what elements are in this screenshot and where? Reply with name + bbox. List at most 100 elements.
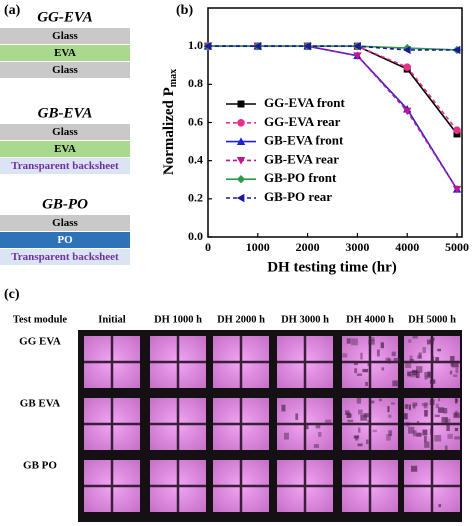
el-dark-spot (362, 368, 369, 373)
el-dark-spot (407, 371, 412, 377)
layer (0, 232, 130, 248)
x-tick-label: 3000 (345, 240, 369, 254)
el-dark-spot (356, 373, 363, 376)
el-dark-spot (385, 357, 390, 361)
data-point (353, 41, 361, 51)
el-dark-spot (423, 405, 428, 409)
legend-marker (236, 175, 246, 184)
layer-label: EVA (54, 47, 76, 59)
layer (0, 124, 130, 140)
el-dark-spot (412, 336, 418, 339)
el-dark-spot (422, 347, 426, 354)
el-dark-spot (455, 410, 458, 417)
legend-label: GB-PO rear (264, 189, 332, 204)
el-dark-spot (349, 413, 353, 418)
el-dark-spot (451, 362, 459, 368)
el-dark-spot (318, 431, 322, 437)
el-dark-spot (435, 403, 440, 409)
el-dark-spot (386, 434, 391, 441)
panel-label: (c) (4, 287, 20, 302)
el-dark-spot (453, 412, 460, 418)
x-tick-label: 4000 (395, 240, 419, 254)
layer (0, 249, 130, 265)
el-dark-spot (392, 380, 399, 387)
el-dark-spot (281, 404, 286, 412)
row-label: GB PO (23, 460, 57, 472)
data-point (253, 41, 262, 51)
y-tick-label: 0.6 (188, 114, 203, 128)
y-axis-title-main: Normalized P (161, 87, 177, 175)
layer (0, 215, 130, 231)
legend-label: GG-EVA rear (264, 114, 341, 129)
el-dark-spot (378, 398, 383, 402)
el-dark-spot (365, 381, 369, 386)
el-dark-spot (455, 367, 459, 374)
el-dark-spot (305, 425, 309, 430)
el-dark-spot (354, 362, 358, 366)
data-point (403, 63, 412, 71)
el-dark-spot (449, 370, 453, 375)
layer-label: PO (57, 234, 73, 246)
el-dark-spot (454, 427, 459, 432)
panel-label: (a) (4, 3, 21, 18)
series-line (208, 45, 458, 190)
el-dark-spot (370, 400, 375, 404)
el-dark-spot (354, 368, 358, 374)
row-label: GB EVA (20, 398, 61, 410)
el-dark-spot (410, 374, 417, 378)
el-dark-spot (429, 379, 436, 384)
el-dark-spot (404, 404, 409, 409)
el-dark-spot (387, 358, 392, 364)
legend-marker (236, 157, 246, 165)
el-dark-spot (388, 430, 393, 436)
layer-label: Glass (52, 30, 78, 42)
legend-label: GB-EVA front (264, 133, 344, 148)
el-dark-spot (408, 404, 411, 411)
module-name: GG-EVA (37, 9, 93, 25)
el-dark-spot (447, 433, 453, 439)
series-line (208, 45, 458, 51)
legend-marker (237, 119, 245, 127)
y-axis-title: Normalized Pmax (161, 69, 179, 175)
column-header: DH 1000 h (154, 314, 202, 325)
el-dark-spot (438, 398, 441, 402)
legend-marker (236, 137, 246, 145)
layer-label: Glass (52, 217, 78, 229)
el-dark-spot (344, 410, 350, 415)
data-point (203, 41, 212, 51)
layer-label: Transparent backsheet (11, 160, 119, 172)
el-dark-spot (410, 370, 417, 374)
layer (0, 62, 130, 78)
el-dark-spot (438, 407, 444, 413)
panel-label: (b) (176, 3, 193, 18)
el-dark-spot (424, 441, 430, 448)
el-dark-spot (393, 357, 400, 363)
data-point (453, 126, 461, 134)
data-point (403, 45, 411, 55)
data-point (403, 107, 412, 116)
y-tick-label: 1.0 (188, 38, 203, 52)
layer-label: EVA (54, 143, 76, 155)
el-dark-spot (413, 430, 417, 437)
row-label: GG EVA (19, 336, 61, 348)
y-tick-label: 0.2 (188, 191, 203, 205)
el-dark-spot (358, 427, 361, 433)
el-dark-spot (421, 403, 428, 406)
el-dark-spot (423, 402, 429, 406)
x-tick-label: 1000 (246, 240, 270, 254)
el-dark-spot (430, 337, 435, 341)
el-dark-spot (408, 426, 415, 434)
el-dark-spot (356, 398, 362, 404)
el-dark-spot (454, 398, 458, 404)
el-dark-spot (422, 429, 428, 436)
x-axis-title: DH testing time (hr) (267, 259, 397, 275)
el-dark-spot (388, 414, 392, 418)
el-dark-spot (365, 439, 369, 445)
x-tick-label: 2000 (296, 240, 320, 254)
data-point (303, 41, 311, 51)
el-dark-spot (418, 352, 422, 359)
el-dark-spot (342, 353, 348, 358)
y-tick-label: 0.0 (188, 229, 203, 243)
legend-label: GB-EVA rear (264, 151, 339, 166)
legend-label: GB-PO front (264, 170, 337, 185)
